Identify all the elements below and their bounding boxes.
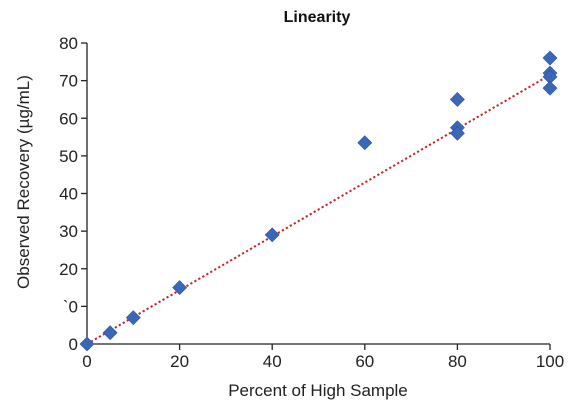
x-tick-label: 60: [355, 352, 374, 371]
data-point-diamond: [172, 280, 188, 295]
x-tick-label: 100: [536, 352, 564, 371]
x-tick-label: 40: [263, 352, 282, 371]
y-tick-label: 70: [59, 72, 78, 91]
y-tick-label: 50: [59, 147, 78, 166]
y-axis-label: Observed Recovery (µg/mL): [14, 75, 33, 289]
data-point-diamond: [542, 80, 558, 96]
trendline-group: [86, 74, 551, 345]
y-tick-label: 60: [59, 109, 78, 128]
data-points: [79, 50, 558, 352]
y-tick-label: 0: [69, 335, 78, 354]
data-point-diamond: [357, 135, 373, 151]
data-point-diamond: [542, 50, 558, 66]
y-tick-label: 20: [59, 260, 78, 279]
trendline: [86, 74, 551, 345]
chart-title: Linearity: [284, 9, 351, 26]
axes: [86, 43, 550, 345]
data-point-diamond: [125, 310, 141, 326]
x-axis-label: Percent of High Sample: [228, 381, 408, 400]
x-tick-label: 20: [170, 352, 189, 371]
tick-labels: 0 `0 20 30 40 50 60 70 80 0 20 40 60 80 100: [59, 34, 564, 371]
data-point-diamond: [449, 125, 465, 141]
x-tick-label: 0: [82, 352, 91, 371]
y-tick-label: 40: [59, 185, 78, 204]
y-tick-label: `0: [63, 297, 78, 316]
y-tick-label: 30: [59, 222, 78, 241]
data-point-diamond: [102, 325, 118, 341]
y-tick-label: 80: [59, 34, 78, 53]
x-tick-label: 80: [448, 352, 467, 371]
data-point-diamond: [79, 336, 95, 352]
data-point-diamond: [449, 92, 465, 107]
data-point-diamond: [264, 227, 280, 243]
tick-marks: [81, 42, 551, 350]
